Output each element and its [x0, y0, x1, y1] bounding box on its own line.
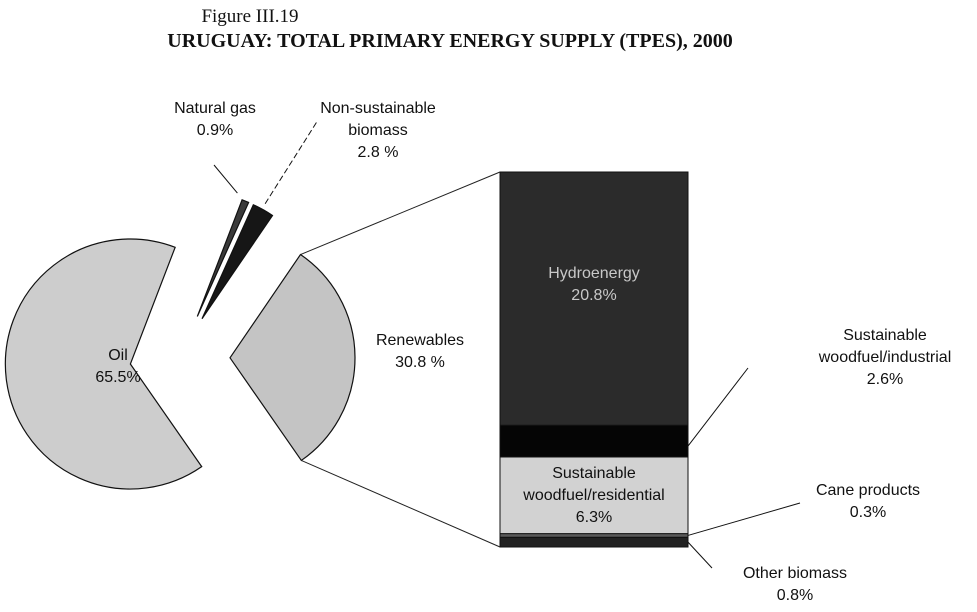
label-value: 2.8 % [357, 144, 399, 161]
leader-line [264, 119, 319, 204]
data-label: Sustainable woodfuel/industrial 2.6% [805, 325, 965, 391]
label-name: Oil [108, 347, 128, 364]
label-name: Other biomass [742, 565, 848, 582]
leader-line [687, 367, 749, 447]
bar-segment [499, 171, 689, 426]
data-label: Hydroenergy 20.8% [548, 263, 640, 307]
leader-line [687, 502, 801, 536]
bar-segment [499, 456, 689, 535]
bar-segment [499, 536, 689, 548]
label-name: Renewables [375, 332, 465, 349]
label-value: 2.6% [866, 371, 904, 388]
data-label: Renewables 30.8 % [376, 330, 464, 374]
data-label: Cane products 0.3% [816, 480, 920, 524]
data-label: Sustainable woodfuel/residential 6.3% [499, 463, 689, 529]
pie-slice [4, 238, 203, 490]
data-label: Oil 65.5% [95, 345, 140, 389]
label-name: Non-sustainable biomass [320, 100, 436, 139]
label-value: 0.9% [196, 122, 234, 139]
pie-slice [201, 203, 274, 320]
leader-line [687, 541, 713, 569]
connector [301, 459, 501, 548]
connector [300, 171, 501, 256]
label-name: Sustainable woodfuel/residential [523, 464, 665, 504]
pie-slice [229, 253, 356, 462]
chart-title: Figure III.19 [201, 6, 299, 27]
label-value: 0.8% [776, 587, 814, 604]
bar-segment [499, 533, 689, 538]
chart-subtitle: URUGUAY: TOTAL PRIMARY ENERGY SUPPLY (TP… [167, 30, 733, 52]
data-label: Natural gas 0.9% [174, 98, 256, 142]
pie-slice [196, 198, 250, 317]
label-value: 30.8 % [395, 354, 445, 371]
bar-segment [499, 424, 689, 458]
label-value: 0.3% [849, 504, 887, 521]
data-label: Non-sustainable biomass 2.8 % [311, 98, 446, 164]
label-name: Natural gas [174, 100, 256, 117]
leader-line [213, 164, 238, 194]
label-value: 6.3% [575, 508, 613, 526]
label-value: 20.8% [571, 287, 617, 304]
label-value: 65.5% [95, 369, 141, 386]
label-name: Sustainable woodfuel/industrial [818, 327, 952, 366]
data-label: Other biomass 0.8% [743, 563, 847, 607]
label-name: Cane products [815, 482, 921, 499]
label-name: Hydroenergy [548, 265, 640, 282]
